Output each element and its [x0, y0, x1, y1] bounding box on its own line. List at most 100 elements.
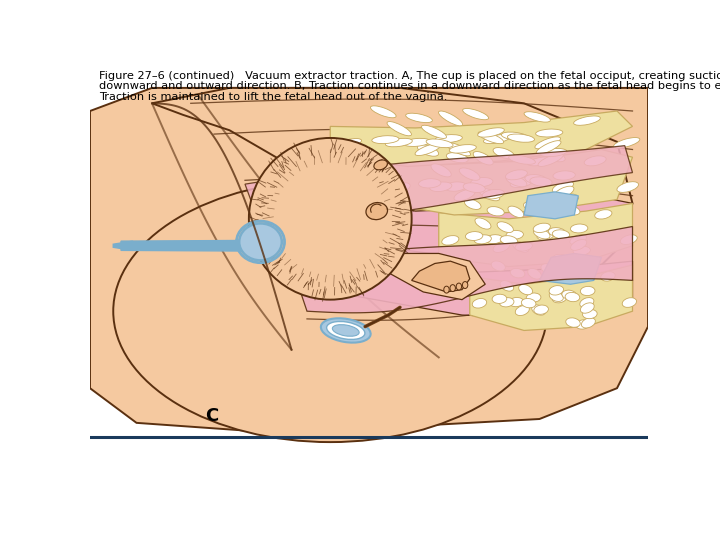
Ellipse shape	[459, 168, 480, 180]
Ellipse shape	[516, 306, 529, 315]
Ellipse shape	[584, 156, 606, 166]
Polygon shape	[113, 241, 132, 251]
Ellipse shape	[622, 298, 636, 307]
Ellipse shape	[549, 286, 564, 295]
Ellipse shape	[431, 164, 451, 177]
Polygon shape	[539, 253, 601, 284]
Ellipse shape	[580, 298, 594, 308]
Text: C: C	[204, 407, 218, 425]
Text: Traction is maintained to lift the fetal head out of the vagina.: Traction is maintained to lift the fetal…	[99, 92, 448, 102]
Ellipse shape	[554, 186, 574, 199]
Ellipse shape	[472, 299, 487, 308]
Polygon shape	[292, 226, 632, 313]
Ellipse shape	[574, 267, 588, 277]
Ellipse shape	[385, 138, 413, 147]
Ellipse shape	[510, 268, 525, 278]
Ellipse shape	[563, 205, 580, 215]
Ellipse shape	[500, 281, 514, 291]
Ellipse shape	[444, 286, 449, 293]
Ellipse shape	[493, 147, 515, 159]
Ellipse shape	[333, 325, 359, 336]
Ellipse shape	[444, 182, 467, 191]
Ellipse shape	[515, 242, 532, 251]
Ellipse shape	[546, 204, 568, 214]
Ellipse shape	[600, 272, 615, 281]
Ellipse shape	[518, 285, 533, 295]
Ellipse shape	[566, 318, 580, 327]
Polygon shape	[307, 234, 632, 319]
Ellipse shape	[421, 125, 446, 138]
Ellipse shape	[531, 305, 546, 315]
Ellipse shape	[549, 292, 563, 301]
Ellipse shape	[463, 183, 485, 192]
Ellipse shape	[572, 254, 588, 265]
Text: downward and outward direction. B, Traction continues in a downward direction as: downward and outward direction. B, Tract…	[99, 82, 720, 91]
Ellipse shape	[430, 182, 452, 192]
Ellipse shape	[456, 283, 462, 290]
Ellipse shape	[531, 202, 553, 212]
Ellipse shape	[371, 106, 396, 118]
Ellipse shape	[403, 138, 431, 146]
Ellipse shape	[505, 170, 527, 180]
Ellipse shape	[485, 235, 503, 244]
Ellipse shape	[405, 113, 433, 123]
Ellipse shape	[580, 286, 595, 295]
Ellipse shape	[473, 152, 493, 165]
Polygon shape	[152, 88, 632, 296]
Ellipse shape	[549, 228, 566, 237]
Ellipse shape	[524, 112, 550, 122]
Ellipse shape	[576, 320, 590, 329]
Ellipse shape	[446, 143, 471, 156]
Ellipse shape	[534, 305, 549, 314]
Ellipse shape	[449, 145, 477, 153]
Ellipse shape	[435, 134, 462, 143]
Ellipse shape	[505, 175, 527, 187]
Ellipse shape	[538, 154, 563, 166]
Polygon shape	[272, 180, 632, 253]
Ellipse shape	[541, 264, 555, 274]
Ellipse shape	[573, 246, 590, 255]
Ellipse shape	[478, 132, 504, 144]
Ellipse shape	[528, 268, 541, 279]
Ellipse shape	[570, 224, 588, 233]
Ellipse shape	[482, 190, 504, 199]
Ellipse shape	[530, 177, 552, 186]
Polygon shape	[245, 146, 632, 226]
Polygon shape	[524, 192, 578, 219]
Ellipse shape	[477, 128, 504, 137]
Ellipse shape	[580, 303, 594, 313]
Ellipse shape	[484, 134, 510, 144]
Ellipse shape	[446, 153, 468, 163]
Ellipse shape	[454, 189, 475, 201]
Ellipse shape	[388, 183, 410, 193]
Ellipse shape	[534, 223, 550, 233]
Ellipse shape	[521, 299, 536, 308]
Ellipse shape	[327, 321, 365, 340]
Ellipse shape	[471, 178, 493, 187]
Ellipse shape	[582, 309, 597, 319]
Ellipse shape	[366, 202, 387, 220]
Ellipse shape	[475, 218, 491, 229]
Ellipse shape	[525, 174, 547, 184]
Ellipse shape	[582, 318, 595, 328]
Polygon shape	[384, 150, 632, 215]
Ellipse shape	[462, 281, 468, 288]
Ellipse shape	[426, 139, 453, 147]
Ellipse shape	[492, 294, 507, 303]
Ellipse shape	[487, 207, 504, 216]
Ellipse shape	[374, 160, 387, 170]
Ellipse shape	[527, 157, 554, 166]
Polygon shape	[330, 111, 632, 166]
Ellipse shape	[465, 232, 483, 240]
Ellipse shape	[474, 235, 491, 244]
Polygon shape	[90, 88, 648, 430]
Ellipse shape	[509, 298, 523, 307]
Ellipse shape	[491, 261, 505, 271]
Ellipse shape	[613, 138, 640, 148]
Ellipse shape	[497, 222, 513, 233]
Ellipse shape	[526, 293, 541, 302]
Ellipse shape	[387, 122, 411, 136]
Ellipse shape	[335, 139, 361, 148]
Ellipse shape	[418, 179, 441, 188]
Ellipse shape	[506, 231, 523, 239]
